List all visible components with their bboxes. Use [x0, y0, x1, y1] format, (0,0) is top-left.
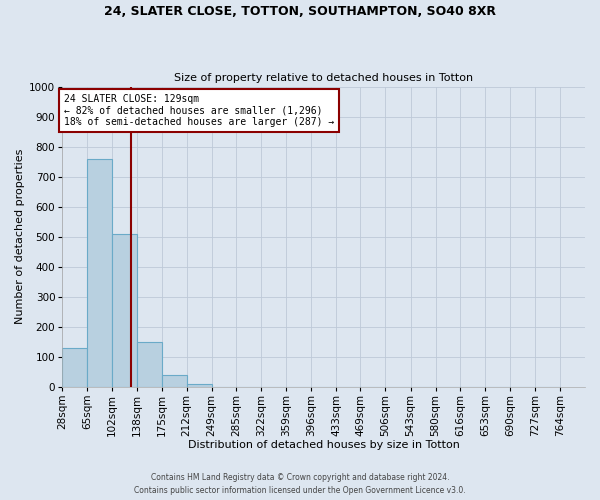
Y-axis label: Number of detached properties: Number of detached properties	[15, 149, 25, 324]
Bar	[62, 348, 87, 387]
Bar	[137, 342, 161, 387]
X-axis label: Distribution of detached houses by size in Totton: Distribution of detached houses by size …	[188, 440, 460, 450]
Text: 24 SLATER CLOSE: 129sqm
← 82% of detached houses are smaller (1,296)
18% of semi: 24 SLATER CLOSE: 129sqm ← 82% of detache…	[64, 94, 334, 128]
Bar	[112, 234, 137, 387]
Bar	[187, 384, 212, 387]
Text: Contains HM Land Registry data © Crown copyright and database right 2024.
Contai: Contains HM Land Registry data © Crown c…	[134, 474, 466, 495]
Title: Size of property relative to detached houses in Totton: Size of property relative to detached ho…	[174, 73, 473, 83]
Bar	[161, 375, 187, 387]
Bar	[87, 158, 112, 387]
Text: 24, SLATER CLOSE, TOTTON, SOUTHAMPTON, SO40 8XR: 24, SLATER CLOSE, TOTTON, SOUTHAMPTON, S…	[104, 5, 496, 18]
